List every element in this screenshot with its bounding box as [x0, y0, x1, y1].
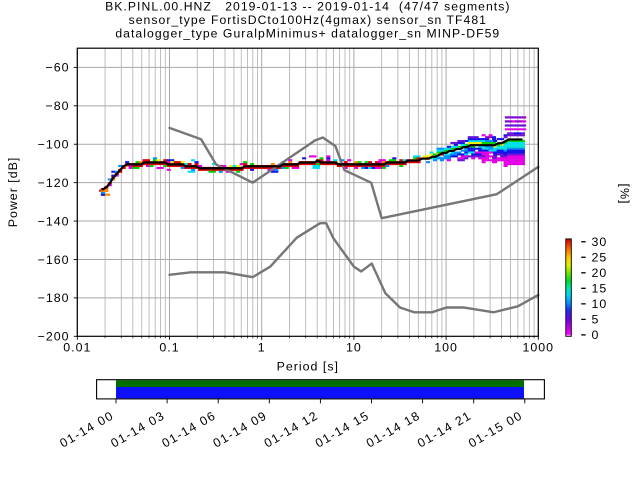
svg-text:25: 25 [592, 251, 608, 265]
svg-text:−80: −80 [45, 99, 69, 113]
svg-text:Period [s]: Period [s] [277, 360, 339, 374]
svg-text:BK.PINL.00.HNZ 2019-01-13 --: BK.PINL.00.HNZ 2019-01-13 -- 2019-01-14 … [105, 0, 510, 14]
svg-text:30: 30 [592, 235, 608, 249]
svg-text:0.01: 0.01 [63, 341, 91, 355]
svg-text:0: 0 [592, 328, 600, 342]
svg-text:15: 15 [592, 282, 608, 296]
svg-text:100: 100 [434, 341, 458, 355]
svg-text:−100: −100 [38, 138, 70, 152]
svg-text:−60: −60 [45, 61, 69, 75]
svg-text:−200: −200 [38, 330, 70, 344]
svg-text:5: 5 [592, 313, 600, 327]
svg-text:datalogger_type GuralpMinimus+: datalogger_type GuralpMinimus+ datalogge… [115, 27, 500, 41]
svg-text:0.1: 0.1 [159, 341, 179, 355]
svg-text:Power [dB]: Power [dB] [6, 157, 20, 228]
svg-text:1: 1 [258, 341, 266, 355]
svg-text:1000: 1000 [523, 341, 555, 355]
svg-text:10: 10 [592, 297, 608, 311]
svg-text:20: 20 [592, 266, 608, 280]
svg-text:−180: −180 [38, 291, 70, 305]
svg-text:10: 10 [346, 341, 362, 355]
svg-text:sensor_type FortisDCto100Hz(4g: sensor_type FortisDCto100Hz(4gmax) senso… [129, 13, 487, 27]
svg-text:−140: −140 [38, 214, 70, 228]
svg-text:[%]: [%] [617, 184, 631, 205]
svg-text:−120: −120 [38, 176, 70, 190]
svg-text:−160: −160 [38, 253, 70, 267]
